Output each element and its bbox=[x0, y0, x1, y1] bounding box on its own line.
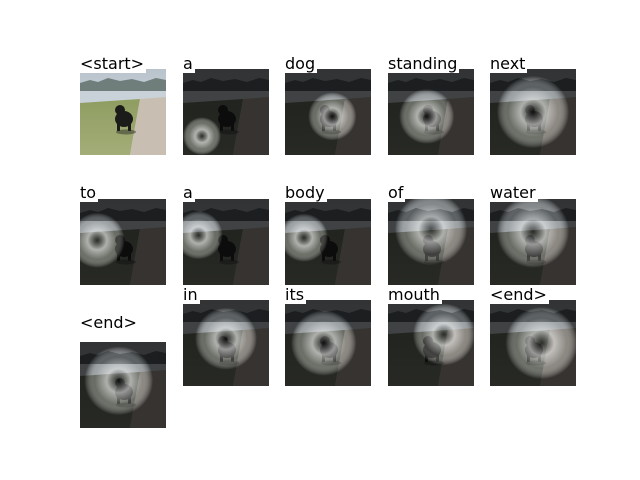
attention-cell: water bbox=[490, 184, 576, 285]
caption-word: standing bbox=[388, 54, 460, 73]
attention-cell: standing bbox=[388, 55, 474, 155]
attention-heatmap bbox=[285, 69, 371, 155]
caption-word: dog bbox=[285, 54, 318, 73]
attention-cell: a bbox=[183, 55, 269, 155]
attention-heatmap bbox=[388, 69, 474, 155]
attention-cell: body bbox=[285, 184, 371, 285]
attention-heatmap bbox=[285, 199, 371, 285]
attention-cell: <start> bbox=[80, 55, 166, 155]
attention-heatmap bbox=[285, 300, 371, 386]
caption-word: in bbox=[183, 285, 200, 304]
attention-heatmap bbox=[80, 342, 166, 428]
attention-heatmap bbox=[490, 199, 576, 285]
attention-heatmap bbox=[490, 300, 576, 386]
attention-heatmap bbox=[80, 199, 166, 285]
caption-word: of bbox=[388, 183, 406, 202]
attention-cell: in bbox=[183, 286, 269, 386]
attention-cell: of bbox=[388, 184, 474, 285]
attention-cell: dog bbox=[285, 55, 371, 155]
caption-word: its bbox=[285, 285, 307, 304]
caption-word: to bbox=[80, 183, 99, 202]
caption-word: water bbox=[490, 183, 538, 202]
attention-cell: a bbox=[183, 184, 269, 285]
attention-cell: to bbox=[80, 184, 166, 285]
attention-cell: <end> bbox=[490, 286, 576, 386]
attention-cell: its bbox=[285, 286, 371, 386]
caption-word: mouth bbox=[388, 285, 442, 304]
attention-heatmap bbox=[183, 69, 269, 155]
caption-word: <end> bbox=[80, 313, 139, 332]
caption-word: body bbox=[285, 183, 327, 202]
attention-heatmap bbox=[490, 69, 576, 155]
caption-word: <end> bbox=[490, 285, 549, 304]
caption-word: <start> bbox=[80, 54, 147, 73]
attention-heatmap bbox=[388, 199, 474, 285]
attention-heatmap bbox=[183, 300, 269, 386]
caption-word: a bbox=[183, 183, 195, 202]
attention-cell: mouth bbox=[388, 286, 474, 386]
attention-heatmap bbox=[388, 300, 474, 386]
attention-cell: next bbox=[490, 55, 576, 155]
attention-cell: <end> bbox=[80, 314, 166, 428]
caption-word: a bbox=[183, 54, 195, 73]
attention-heatmap bbox=[183, 199, 269, 285]
caption-word: next bbox=[490, 54, 528, 73]
original-photo bbox=[80, 69, 166, 155]
